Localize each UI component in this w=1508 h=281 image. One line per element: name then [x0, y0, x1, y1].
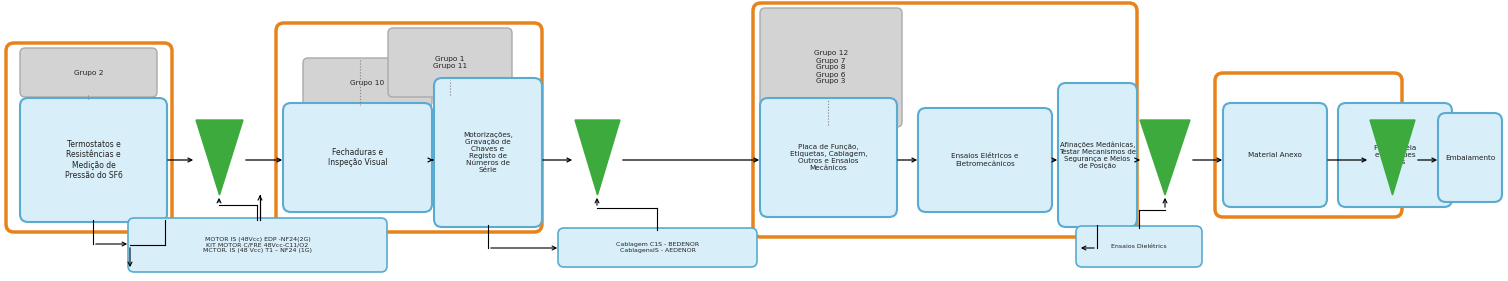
Text: Placa de Função,
Etiquetas, Cablagem,
Outros e Ensaios
Mecânicos: Placa de Função, Etiquetas, Cablagem, Ou… [790, 144, 867, 171]
Text: Cablagem C1S - BEDENOR
CablagensIS - AEDENOR: Cablagem C1S - BEDENOR CablagensIS - AED… [615, 242, 700, 253]
FancyBboxPatch shape [284, 103, 431, 212]
FancyBboxPatch shape [20, 98, 167, 222]
Text: Ensaios Elétricos e
Eletromecânicos: Ensaios Elétricos e Eletromecânicos [952, 153, 1019, 167]
Text: Afinações Medânicas,
Testar Mecanismos de
Segurança e Meios
de Posição: Afinações Medânicas, Testar Mecanismos d… [1059, 141, 1136, 169]
FancyBboxPatch shape [388, 28, 513, 97]
Text: Motorizações,
Gravação de
Chaves e
Registo de
Números de
Série: Motorizações, Gravação de Chaves e Regis… [463, 132, 513, 173]
Text: Ensaios Dielétrics: Ensaios Dielétrics [1111, 244, 1167, 249]
FancyBboxPatch shape [434, 78, 541, 227]
FancyBboxPatch shape [760, 8, 902, 127]
Text: Grupo 2: Grupo 2 [74, 69, 103, 76]
Polygon shape [1369, 120, 1415, 195]
Polygon shape [575, 120, 620, 195]
Text: Embalamento: Embalamento [1445, 155, 1494, 160]
FancyBboxPatch shape [1223, 103, 1327, 207]
FancyBboxPatch shape [20, 48, 157, 97]
Text: Grupo 1
Grupo 11: Grupo 1 Grupo 11 [433, 56, 467, 69]
FancyBboxPatch shape [1059, 83, 1137, 227]
FancyBboxPatch shape [1077, 226, 1202, 267]
Text: Grupo 10: Grupo 10 [350, 80, 385, 85]
FancyBboxPatch shape [128, 218, 388, 272]
FancyBboxPatch shape [760, 98, 897, 217]
Text: Material Anexo: Material Anexo [1249, 152, 1301, 158]
Text: Fechar Cela
e Retoques
Finais: Fechar Cela e Retoques Finais [1374, 145, 1416, 165]
FancyBboxPatch shape [303, 58, 431, 107]
FancyBboxPatch shape [1439, 113, 1502, 202]
FancyBboxPatch shape [1338, 103, 1452, 207]
Text: MOTOR IS (48Vcc) EDP -NF24(2G)
KIT MOTOR C/FRE 48Vcc-C11/O2
MCTOR. IS (48 Vcc) T: MOTOR IS (48Vcc) EDP -NF24(2G) KIT MOTOR… [204, 237, 312, 253]
Text: Termostatos e
Resistências e
Medição de
Pressão do SF6: Termostatos e Resistências e Medição de … [65, 140, 122, 180]
Polygon shape [196, 120, 243, 195]
Text: Fechaduras e
Inspeção Visual: Fechaduras e Inspeção Visual [327, 148, 388, 167]
FancyBboxPatch shape [558, 228, 757, 267]
Text: Grupo 12
Grupo 7
Grupo 8
Grupo 6
Grupo 3: Grupo 12 Grupo 7 Grupo 8 Grupo 6 Grupo 3 [814, 51, 847, 85]
FancyBboxPatch shape [918, 108, 1053, 212]
Polygon shape [1140, 120, 1190, 195]
